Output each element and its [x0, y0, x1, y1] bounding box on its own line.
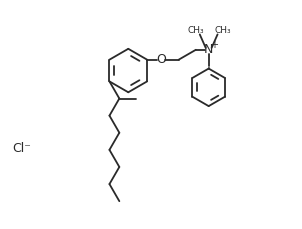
Text: +: +	[210, 40, 218, 50]
Text: CH₃: CH₃	[214, 26, 231, 35]
Text: CH₃: CH₃	[188, 26, 204, 35]
Text: O: O	[156, 53, 166, 66]
Text: N: N	[204, 43, 213, 56]
Text: Cl⁻: Cl⁻	[12, 142, 31, 155]
